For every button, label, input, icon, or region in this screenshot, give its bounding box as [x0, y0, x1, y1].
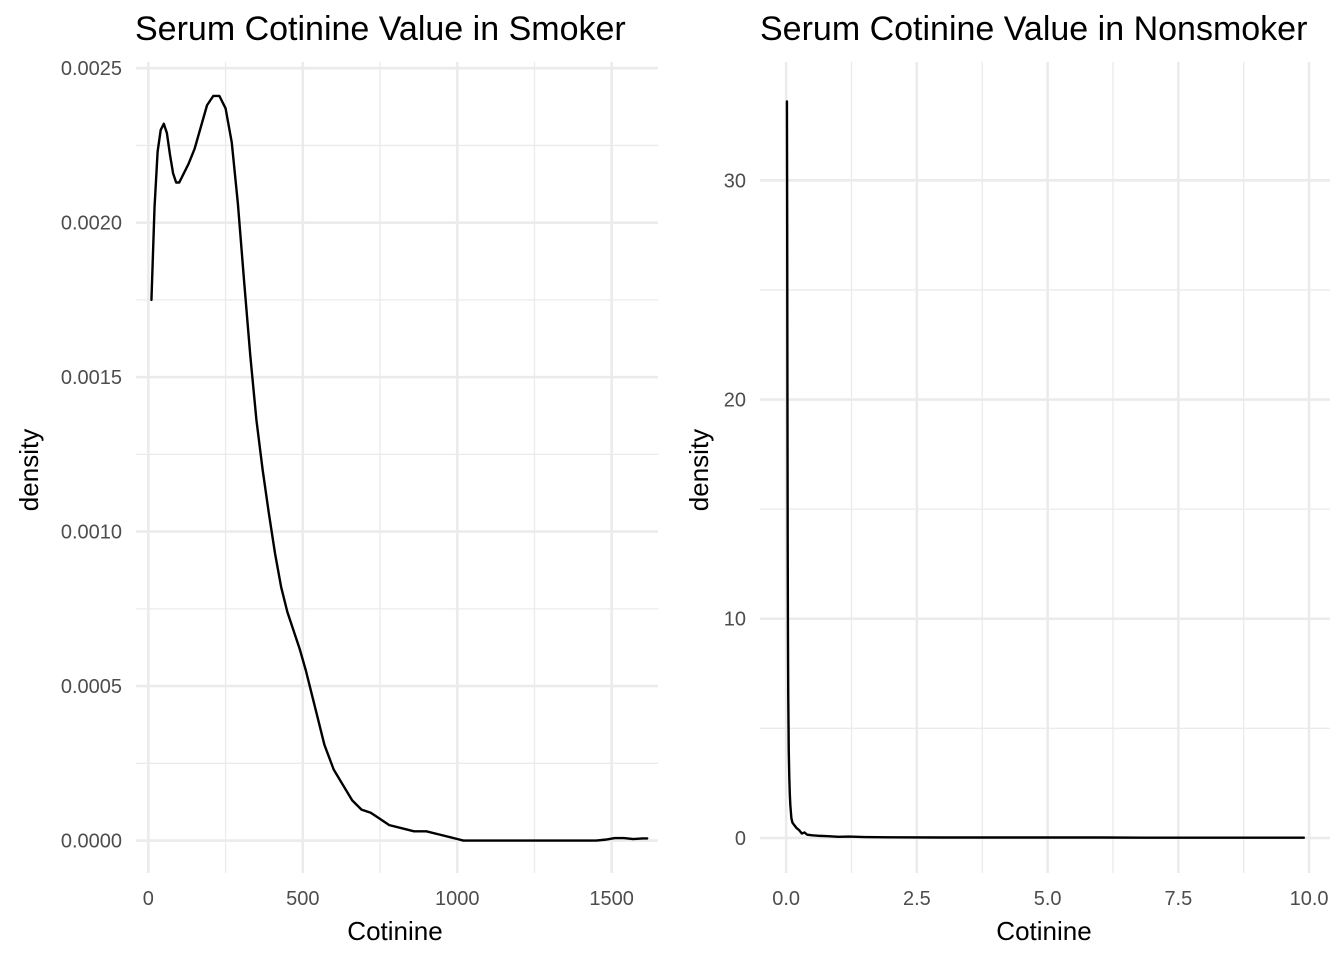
x-tick-label: 7.5: [1164, 888, 1192, 910]
y-tick-label: 0.0010: [61, 522, 122, 544]
x-tick-label: 5.0: [1034, 888, 1062, 910]
y-tick-label: 0.0015: [61, 367, 122, 389]
panel-smoker: Serum Cotinine Value in Smoker 0.00000.0…: [14, 10, 658, 946]
y-tick-label: 0.0025: [61, 58, 122, 80]
y-axis-title-smoker: density: [14, 429, 44, 511]
grid-nonsmoker: [760, 62, 1330, 873]
x-tick-label: 1000: [435, 888, 480, 910]
series-smoker: [150, 94, 649, 842]
x-tick-label: 0: [143, 888, 154, 910]
x-tick-label: 500: [286, 888, 319, 910]
density-line: [150, 94, 649, 842]
grid-smoker: [136, 62, 658, 873]
y-tick-labels-nonsmoker: 0 10 20 30: [724, 170, 746, 850]
x-axis-title-nonsmoker: Cotinine: [996, 916, 1091, 946]
y-tick-label: 0.0000: [61, 831, 122, 853]
x-tick-label: 2.5: [903, 888, 931, 910]
chart-title-nonsmoker: Serum Cotinine Value in Nonsmoker: [760, 10, 1307, 48]
x-axis-title-smoker: Cotinine: [347, 916, 442, 946]
x-tick-label: 0.0: [772, 888, 800, 910]
y-tick-label: 0.0005: [61, 676, 122, 698]
y-tick-label: 10: [724, 609, 746, 631]
density-line: [785, 100, 1306, 839]
panel-nonsmoker: Serum Cotinine Value in Nonsmoker 0 10 20 3…: [684, 10, 1330, 946]
y-axis-title-nonsmoker: density: [684, 429, 714, 511]
y-tick-label: 30: [724, 170, 746, 192]
x-tick-labels-nonsmoker: 0.0 2.5 5.0 7.5 10.0: [772, 888, 1328, 910]
series-nonsmoker: [785, 100, 1306, 839]
y-tick-label: 0: [735, 828, 746, 850]
y-tick-label: 0.0020: [61, 213, 122, 235]
x-tick-label: 1500: [589, 888, 634, 910]
y-tick-label: 20: [724, 390, 746, 412]
x-tick-label: 10.0: [1290, 888, 1329, 910]
chart-title-smoker: Serum Cotinine Value in Smoker: [135, 10, 626, 48]
x-tick-labels-smoker: 0 500 1000 1500: [143, 888, 634, 910]
y-tick-labels-smoker: 0.0000 0.0005 0.0010 0.0015 0.0020 0.0025: [61, 58, 122, 852]
